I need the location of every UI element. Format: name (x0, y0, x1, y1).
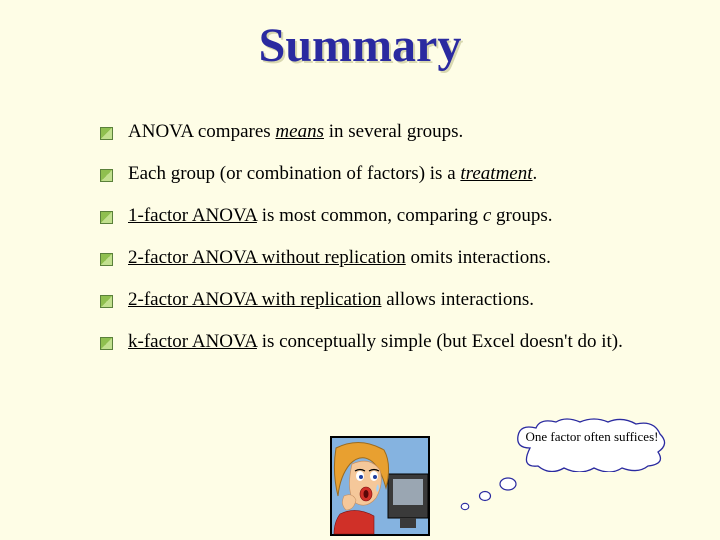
thought-cloud (510, 418, 670, 472)
bullet-em: treatment (460, 163, 532, 184)
thought-cloud-text: One factor often suffices! (522, 430, 662, 445)
slide-title: Summary (0, 18, 720, 73)
bullet-post: . (533, 163, 538, 184)
woman-computer-clipart (330, 436, 430, 536)
thought-bubble-icon (498, 476, 518, 492)
bullet-item: 2-factor ANOVA without replication omits… (100, 247, 720, 269)
bullet-em: means (275, 121, 324, 142)
bullet-item: 2-factor ANOVA with replication allows i… (100, 289, 720, 311)
bullet-pre: ANOVA compares (128, 121, 275, 142)
bullet-item: 1-factor ANOVA is most common, comparing… (100, 205, 720, 227)
bullet-post: in several groups. (324, 121, 463, 142)
bullet-pre: Each group (or combination of factors) i… (128, 163, 460, 184)
bullet-em: 2-factor ANOVA with replication (128, 289, 381, 310)
bullet-item: Each group (or combination of factors) i… (100, 163, 720, 185)
bullet-list: ANOVA compares means in several groups. … (100, 121, 720, 353)
bullet-post: is most common, comparing c groups. (257, 205, 553, 226)
bullet-item: k-factor ANOVA is conceptually simple (b… (100, 331, 720, 353)
thought-bubble-icon (478, 490, 492, 502)
bullet-post: is conceptually simple (but Excel doesn'… (257, 331, 623, 352)
thought-bubble-icon (460, 502, 470, 511)
bullet-item: ANOVA compares means in several groups. (100, 121, 720, 143)
bullet-em: k-factor ANOVA (128, 331, 257, 352)
bullet-em: 1-factor ANOVA (128, 205, 257, 226)
bullet-post: allows interactions. (381, 289, 534, 310)
bullet-em: 2-factor ANOVA without replication (128, 247, 406, 268)
bullet-post: omits interactions. (406, 247, 551, 268)
